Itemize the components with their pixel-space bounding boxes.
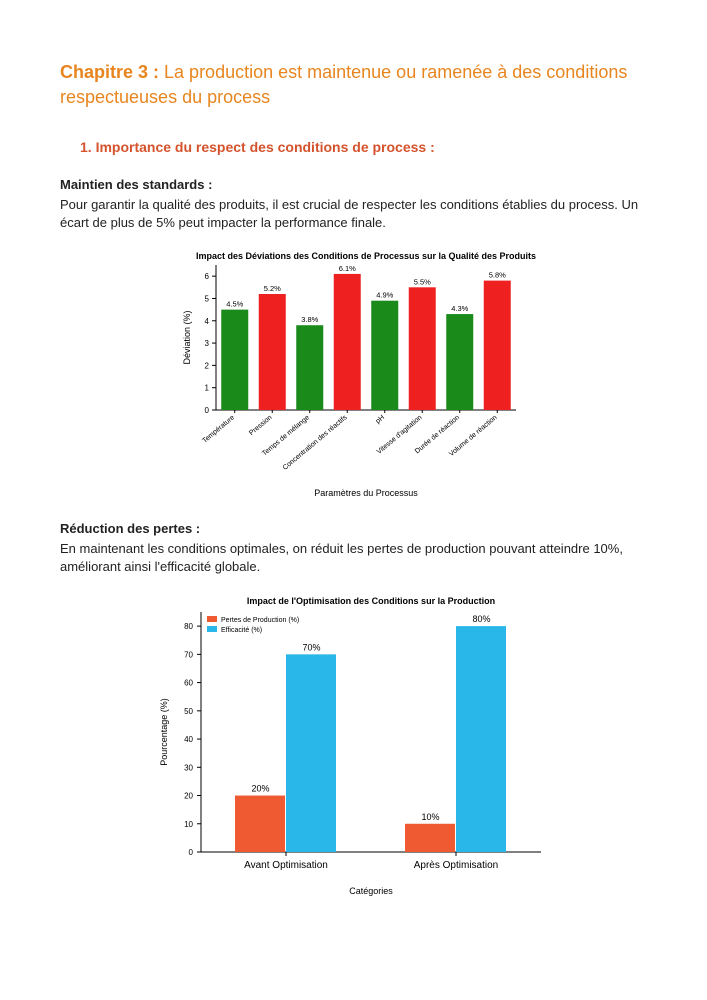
block1-subheading: Maintien des standards : (60, 176, 647, 194)
block2-body: En maintenant les conditions optimales, … (60, 540, 647, 576)
chart2-bar-label: 10% (421, 812, 439, 822)
chart1-bar (483, 280, 510, 409)
chart2-ytick: 50 (184, 707, 193, 716)
chart1-bar (446, 314, 473, 410)
chart1-ytick: 2 (204, 361, 209, 370)
chart1-bar-label: 3.8% (301, 315, 318, 324)
chart2-bar (456, 626, 506, 852)
chart2-category: Avant Optimisation (244, 860, 328, 871)
chart1-bar-label: 5.8% (488, 270, 505, 279)
chart2-ytick: 70 (184, 650, 193, 659)
chart1-ytick: 0 (204, 406, 209, 415)
chart2-bar (235, 796, 285, 852)
chart2-wrap: Impact de l'Optimisation des Conditions … (60, 590, 647, 900)
chart1-ytick: 1 (204, 383, 209, 392)
chart1-bar-label: 4.5% (226, 299, 243, 308)
chart1-ytick: 4 (204, 316, 209, 325)
legend-swatch (207, 626, 217, 632)
chart1-bar-label: 5.2% (263, 284, 280, 293)
chart1-bar (296, 325, 323, 410)
legend-label: Pertes de Production (%) (221, 617, 299, 624)
chart2-category: Après Optimisation (413, 860, 497, 871)
chart1-bar (221, 309, 248, 409)
chart1-ytick: 5 (204, 294, 209, 303)
chart2-ytick: 60 (184, 679, 193, 688)
chart1-title: Impact des Déviations des Conditions de … (195, 251, 535, 261)
chart1-bar-label: 4.9% (376, 290, 393, 299)
chart2-xlabel: Catégories (349, 886, 393, 896)
chart2-bar-label: 70% (302, 642, 320, 652)
chart1-bar-label: 6.1% (338, 263, 355, 272)
chart2-ytick: 0 (188, 848, 193, 857)
chart1-bar-label: 5.5% (413, 277, 430, 286)
deviation-bar-chart: Impact des Déviations des Conditions de … (164, 247, 544, 502)
chapter-title: Chapitre 3 : La production est maintenue… (60, 60, 647, 110)
chart2-ylabel: Pourcentage (%) (159, 698, 169, 766)
chart2-ytick: 40 (184, 735, 193, 744)
chart1-ylabel: Déviation (%) (182, 310, 192, 364)
chart1-bar (258, 294, 285, 410)
chart1-xlabel: Paramètres du Processus (314, 488, 418, 498)
chart1-bar-label: 4.3% (451, 304, 468, 313)
chart1-bar (333, 273, 360, 409)
chart2-title: Impact de l'Optimisation des Conditions … (246, 596, 494, 606)
chart1-ytick: 3 (204, 339, 209, 348)
chart1-bar (371, 300, 398, 409)
chart1-ytick: 6 (204, 272, 209, 281)
chapter-label: Chapitre 3 : (60, 62, 159, 82)
chart2-ytick: 10 (184, 820, 193, 829)
chart2-bar-label: 20% (251, 784, 269, 794)
section-heading: 1. Importance du respect des conditions … (80, 138, 647, 158)
block1-body: Pour garantir la qualité des produits, i… (60, 196, 647, 232)
chart2-ytick: 80 (184, 622, 193, 631)
legend-label: Efficacité (%) (221, 627, 262, 634)
block2-subheading: Réduction des pertes : (60, 520, 647, 538)
chart1-wrap: Impact des Déviations des Conditions de … (60, 247, 647, 502)
chart2-bar (286, 654, 336, 852)
chart2-bar-label: 80% (472, 614, 490, 624)
chart2-ytick: 20 (184, 792, 193, 801)
chart1-bar (408, 287, 435, 410)
chart2-ytick: 30 (184, 763, 193, 772)
optimization-grouped-bar-chart: Impact de l'Optimisation des Conditions … (139, 590, 569, 900)
chart2-bar (405, 824, 455, 852)
legend-swatch (207, 616, 217, 622)
